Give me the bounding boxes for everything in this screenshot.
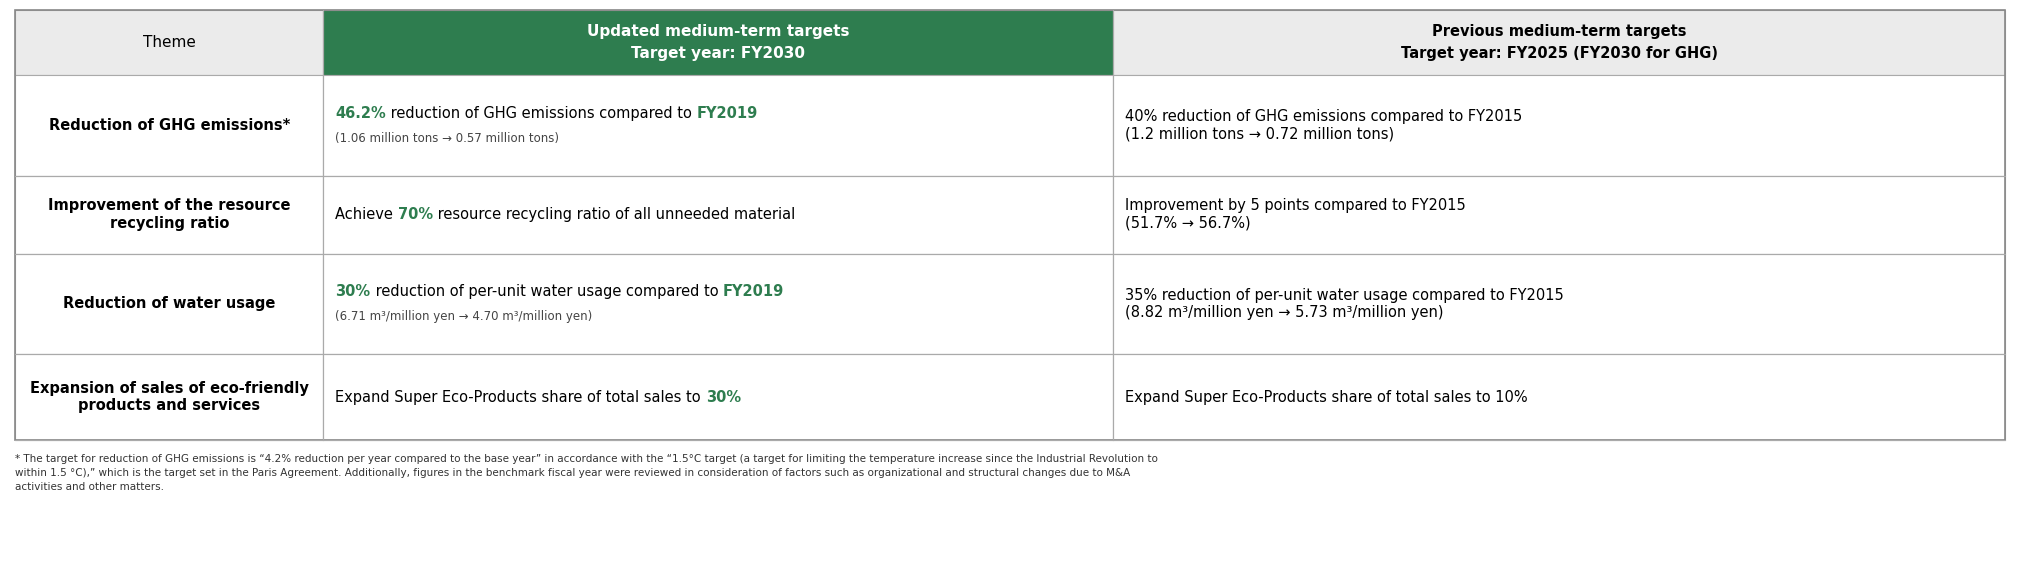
Text: 30%: 30% [335, 284, 370, 299]
Text: resource recycling ratio of all unneeded material: resource recycling ratio of all unneeded… [432, 207, 796, 222]
Text: Target year: FY2025 (FY2030 for GHG): Target year: FY2025 (FY2030 for GHG) [1400, 46, 1717, 61]
Polygon shape [323, 10, 1113, 75]
Polygon shape [14, 355, 323, 440]
Text: Achieve: Achieve [335, 207, 398, 222]
Text: Reduction of GHG emissions*: Reduction of GHG emissions* [48, 118, 291, 133]
Polygon shape [1113, 75, 2006, 176]
Text: FY2019: FY2019 [723, 284, 784, 299]
Polygon shape [1113, 254, 2006, 355]
Polygon shape [323, 254, 1113, 355]
Text: activities and other matters.: activities and other matters. [14, 482, 164, 492]
Text: (6.71 m³/million yen → 4.70 m³/million yen): (6.71 m³/million yen → 4.70 m³/million y… [335, 311, 592, 323]
Text: reduction of per-unit water usage compared to: reduction of per-unit water usage compar… [370, 284, 723, 299]
Text: FY2019: FY2019 [697, 106, 758, 121]
Text: Expand Super Eco-Products share of total sales to: Expand Super Eco-Products share of total… [335, 389, 705, 405]
Polygon shape [323, 176, 1113, 254]
Polygon shape [1113, 176, 2006, 254]
Text: Improvement by 5 points compared to FY2015
(51.7% → 56.7%): Improvement by 5 points compared to FY20… [1125, 198, 1467, 231]
Text: 35% reduction of per-unit water usage compared to FY2015
(8.82 m³/million yen → : 35% reduction of per-unit water usage co… [1125, 288, 1563, 320]
Text: Expand Super Eco-Products share of total sales to 10%: Expand Super Eco-Products share of total… [1125, 389, 1527, 405]
Text: Expansion of sales of eco-friendly
products and services: Expansion of sales of eco-friendly produ… [30, 381, 309, 413]
Text: reduction of GHG emissions compared to: reduction of GHG emissions compared to [386, 106, 697, 121]
Text: Improvement of the resource
recycling ratio: Improvement of the resource recycling ra… [48, 198, 291, 231]
Text: Reduction of water usage: Reduction of water usage [63, 296, 275, 311]
Polygon shape [14, 10, 323, 75]
Text: 40% reduction of GHG emissions compared to FY2015
(1.2 million tons → 0.72 milli: 40% reduction of GHG emissions compared … [1125, 109, 1523, 141]
Text: * The target for reduction of GHG emissions is “4.2% reduction per year compared: * The target for reduction of GHG emissi… [14, 454, 1157, 464]
Text: Updated medium-term targets: Updated medium-term targets [588, 24, 850, 39]
Polygon shape [14, 176, 323, 254]
Text: Theme: Theme [143, 35, 196, 50]
Text: 46.2%: 46.2% [335, 106, 386, 121]
Polygon shape [14, 254, 323, 355]
Polygon shape [323, 75, 1113, 176]
Text: 30%: 30% [705, 389, 741, 405]
Text: Previous medium-term targets: Previous medium-term targets [1432, 24, 1687, 39]
Polygon shape [14, 75, 323, 176]
Text: within 1.5 °C),” which is the target set in the Paris Agreement. Additionally, f: within 1.5 °C),” which is the target set… [14, 468, 1131, 478]
Text: (1.06 million tons → 0.57 million tons): (1.06 million tons → 0.57 million tons) [335, 132, 560, 145]
Text: 70%: 70% [398, 207, 432, 222]
Text: Target year: FY2030: Target year: FY2030 [632, 46, 806, 61]
Polygon shape [323, 355, 1113, 440]
Polygon shape [1113, 10, 2006, 75]
Polygon shape [1113, 355, 2006, 440]
